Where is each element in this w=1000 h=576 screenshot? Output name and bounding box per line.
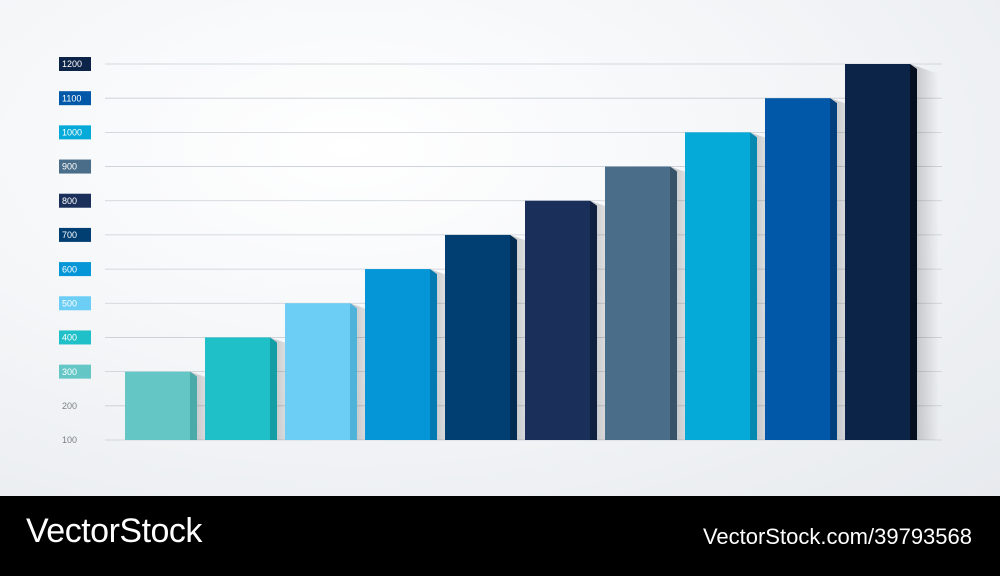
y-tick-badge [59,57,91,71]
y-tick-label: 800 [62,196,77,206]
y-tick-badge [59,364,91,379]
y-axis-ticks: 1200 1100 1000 900 800 700 600 500 400 300 200 100 [59,57,91,445]
y-tick-badge [59,193,91,208]
bar [205,337,270,440]
y-tick-badge [59,125,91,140]
bar-side [750,132,757,440]
bar-side [590,200,597,440]
bar [605,166,670,440]
bar-side [350,303,357,440]
y-tick-label: 500 [62,298,77,308]
bar [125,371,190,440]
watermark-logo-text: VectorStock [26,512,202,550]
bar-side [910,64,917,440]
y-tick-badge [59,330,91,345]
bar-chart: 1200 1100 1000 900 800 700 600 500 400 300 200 100 [59,57,942,445]
bar [765,98,830,440]
y-tick-badge [59,262,91,277]
y-tick-label: 1200 [62,59,82,69]
y-tick-label: 900 [62,162,77,172]
y-tick-badge [59,159,91,174]
bar [845,64,910,440]
bar [685,132,750,440]
bar-side [270,337,277,440]
y-tick-label: 300 [62,367,77,377]
bar-side [190,371,197,440]
y-tick-badge [59,227,91,242]
y-tick-label: 200 [62,401,77,411]
y-tick-label: 100 [62,435,77,445]
bar [445,234,510,440]
bar-side [830,98,837,440]
bar-side [430,269,437,440]
watermark-bar: VectorStock VectorStock.com/39793568 [0,496,1000,576]
y-tick-label: 700 [62,230,77,240]
bar-side [510,234,517,440]
bar [365,269,430,440]
bar-side [670,166,677,440]
bar-shadow [910,64,939,440]
bar [285,303,350,440]
y-tick-badge [59,296,91,311]
chart-area: 1200 1100 1000 900 800 700 600 500 400 300 200 100 [0,0,1000,496]
bars [125,64,917,440]
bar [525,200,590,440]
y-tick-label: 1100 [62,93,81,103]
y-tick-label: 600 [62,264,77,274]
watermark-image-id: VectorStock.com/39793568 [702,524,972,549]
y-tick-badge [59,91,91,106]
y-tick-label: 400 [62,333,77,343]
y-tick-label: 1000 [62,128,82,138]
